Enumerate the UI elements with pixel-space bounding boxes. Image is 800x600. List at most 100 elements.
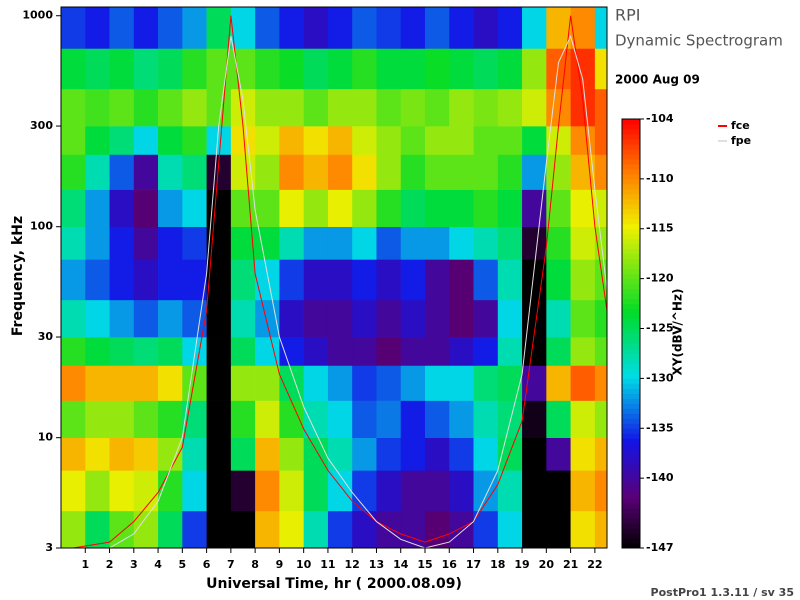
heatmap-cell (230, 510, 256, 549)
footer: PostPro1 1.3.11 / sv 35 (651, 586, 794, 599)
heatmap-cell (109, 259, 135, 301)
colorbar-band (622, 213, 640, 220)
heatmap-cell (546, 510, 571, 549)
heatmap-cell (400, 154, 426, 190)
heatmap-cell (303, 365, 329, 401)
x-tick-label: 19 (514, 558, 529, 571)
heatmap-cell (303, 437, 329, 471)
date-label: 2000 Aug 09 (615, 73, 700, 87)
heatmap-cell (449, 48, 474, 90)
heatmap-cell (303, 299, 329, 338)
heatmap-cell (546, 88, 571, 127)
heatmap-cell (594, 48, 608, 90)
colorbar-band (622, 198, 640, 205)
heatmap-cell (497, 510, 523, 549)
heatmap-cell (230, 365, 256, 401)
heatmap-cell (255, 88, 280, 127)
heatmap-cell (303, 510, 329, 549)
heatmap-cell (473, 510, 499, 549)
x-tick-label: 8 (251, 558, 259, 571)
heatmap-cell (206, 88, 232, 127)
heatmap-cell (449, 470, 474, 512)
colorbar-band (622, 308, 640, 315)
heatmap-cell (85, 299, 110, 338)
heatmap-cell (522, 226, 547, 260)
heatmap-cell (352, 437, 377, 471)
heatmap-cell (449, 226, 474, 260)
colorbar-band (622, 403, 640, 409)
heatmap-cell (497, 400, 523, 438)
heatmap-cell (473, 48, 499, 90)
heatmap-cell (400, 48, 426, 90)
heatmap-cell (206, 365, 232, 401)
colorbar-band (622, 373, 640, 379)
heatmap-cell (522, 126, 547, 155)
x-tick-label: 15 (417, 558, 432, 571)
heatmap-cell (303, 189, 329, 228)
heatmap-cell (279, 470, 304, 512)
colorbar-band (622, 493, 640, 499)
x-tick-label: 14 (393, 558, 409, 571)
heatmap-cell (352, 88, 377, 127)
heatmap-cell (400, 510, 426, 549)
colorbar-band (622, 218, 640, 225)
colorbar-band (622, 348, 640, 354)
heatmap-cell (594, 88, 608, 127)
heatmap-cell (546, 400, 571, 438)
heatmap-cell (546, 154, 571, 190)
heatmap-cell (327, 470, 353, 512)
colorbar-band (622, 283, 640, 290)
heatmap-cell (376, 226, 402, 260)
y-tick-label: 100 (30, 220, 53, 233)
heatmap-cell (497, 88, 523, 127)
colorbar-band (622, 418, 640, 424)
colorbar-band (622, 503, 640, 509)
heatmap-cell (109, 226, 135, 260)
x-tick-label: 2 (106, 558, 114, 571)
heatmap-cell (61, 299, 86, 338)
heatmap-cell (425, 48, 450, 90)
colorbar-band (622, 208, 640, 215)
colorbar-band (622, 388, 640, 394)
heatmap-cell (376, 437, 402, 471)
colorbar-band (622, 288, 640, 295)
heatmap-cell (85, 48, 110, 90)
heatmap-cell (449, 437, 474, 471)
heatmap-cell (279, 259, 304, 301)
heatmap-cell (497, 48, 523, 90)
heatmap-cell (400, 299, 426, 338)
heatmap-cell (449, 510, 474, 549)
heatmap-cell (449, 365, 474, 401)
heatmap-cell (182, 470, 207, 512)
heatmap-cell (473, 189, 499, 228)
heatmap-cell (546, 299, 571, 338)
colorbar-band (622, 528, 640, 534)
heatmap-cell (449, 189, 474, 228)
heatmap-cell (85, 7, 110, 49)
colorbar-band (622, 518, 640, 524)
heatmap-cell (497, 299, 523, 338)
heatmap-cell (133, 299, 159, 338)
heatmap-cell (594, 510, 608, 549)
colorbar-band (622, 153, 640, 160)
heatmap-cell (255, 126, 280, 155)
colorbar-band (622, 143, 640, 150)
heatmap-cell (85, 470, 110, 512)
heatmap-cell (425, 226, 450, 260)
heatmap-cell (497, 189, 523, 228)
heatmap-cell (85, 88, 110, 127)
heatmap-cell (425, 337, 450, 366)
heatmap-cell (230, 437, 256, 471)
heatmap-cell (61, 365, 86, 401)
heatmap-cell (206, 337, 232, 366)
x-axis-label: Universal Time, hr ( 2000.08.09) (206, 576, 462, 592)
colorbar-tick-label: -140 (646, 471, 674, 484)
heatmap-cell (449, 88, 474, 127)
heatmap-cell (303, 126, 329, 155)
heatmap-cell (206, 437, 232, 471)
heatmap-cell (158, 126, 183, 155)
heatmap-cell (109, 470, 135, 512)
heatmap-cell (255, 259, 280, 301)
x-tick-label: 11 (320, 558, 335, 571)
heatmap-cell (182, 510, 207, 549)
